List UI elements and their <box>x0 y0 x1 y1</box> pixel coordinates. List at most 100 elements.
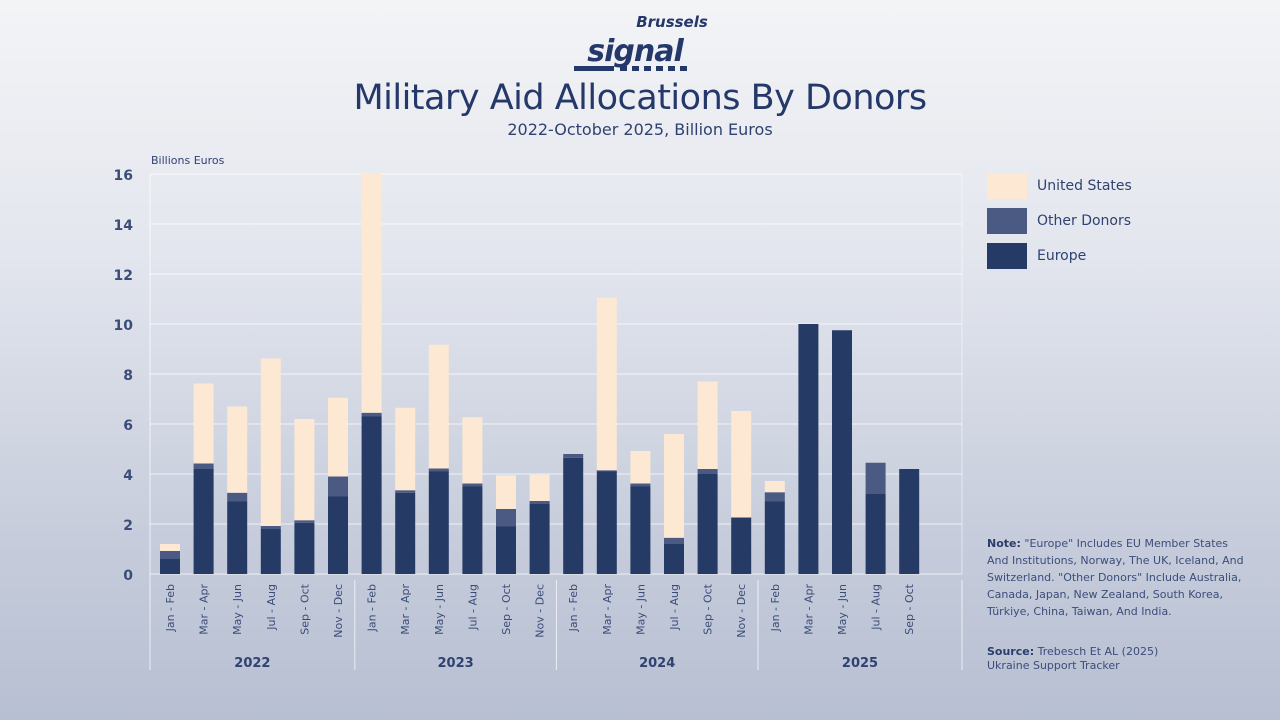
legend-label: United States <box>1037 178 1132 194</box>
legend: United States Other Donors Europe <box>987 173 1132 278</box>
x-tick-label: Sep - Oct <box>298 583 311 634</box>
bar-united-states <box>160 544 180 551</box>
bar-europe <box>328 496 348 574</box>
bar-united-states <box>697 381 718 469</box>
bar-united-states <box>596 297 617 471</box>
bar-united-states <box>731 411 752 518</box>
bar-europe <box>731 517 752 574</box>
y-axis-label: Billions Euros <box>151 154 225 167</box>
bar-other-donors <box>697 469 718 474</box>
x-tick-label: May - Jun <box>231 584 244 635</box>
x-tick-label: May - Jun <box>836 584 849 635</box>
x-tick-label: Jul - Aug <box>870 584 883 631</box>
legend-item-europe: Europe <box>987 243 1132 269</box>
bar-united-states <box>361 172 382 413</box>
bar-europe <box>428 471 449 574</box>
x-tick-label: Jan - Feb <box>769 584 782 632</box>
bar-europe <box>865 494 886 574</box>
brussels-signal-logo: Brussels signal <box>574 13 708 71</box>
bar-europe <box>764 501 785 574</box>
x-tick-label: May - Jun <box>433 584 446 635</box>
x-tick-label: Jan - Feb <box>164 584 177 632</box>
x-tick-label: Jul - Aug <box>265 584 278 631</box>
bar-europe <box>563 457 584 574</box>
bar-united-states <box>428 344 449 469</box>
x-tick-label: Jan - Feb <box>366 584 379 632</box>
bar-other-donors <box>328 476 348 497</box>
y-tick-label: 16 <box>114 168 133 184</box>
bar-europe <box>798 324 819 574</box>
year-label: 2022 <box>234 656 270 671</box>
legend-item-united-states: United States <box>987 173 1132 199</box>
bar-other-donors <box>294 520 315 523</box>
bar-europe <box>361 416 382 574</box>
y-tick-label: 0 <box>123 568 133 584</box>
bar-europe <box>395 492 416 574</box>
y-tick-label: 2 <box>123 518 133 534</box>
source-label: Source: <box>987 645 1035 658</box>
bar-europe <box>496 526 516 574</box>
bar-europe <box>596 471 617 574</box>
bar-europe <box>529 504 550 574</box>
bar-other-donors <box>731 517 752 518</box>
legend-swatch <box>987 173 1027 199</box>
bar-europe <box>294 522 315 574</box>
x-tick-label: Sep - Oct <box>903 583 916 634</box>
bar-other-donors <box>596 470 617 472</box>
legend-item-other-donors: Other Donors <box>987 208 1132 234</box>
bar-other-donors <box>193 463 214 469</box>
x-tick-label: Jan - Feb <box>567 584 580 632</box>
y-tick-label: 6 <box>123 418 133 434</box>
x-tick-label: Mar - Apr <box>198 584 211 635</box>
source-line2: Ukraine Support Tracker <box>987 659 1120 672</box>
y-tick-label: 4 <box>123 468 133 484</box>
bar-united-states <box>260 358 281 526</box>
bar-other-donors <box>529 501 550 504</box>
bar-other-donors <box>496 509 516 527</box>
bar-europe <box>193 469 214 574</box>
x-tick-label: Mar - Apr <box>802 584 815 635</box>
x-tick-label: May - Jun <box>634 584 647 635</box>
legend-label: Europe <box>1037 248 1087 264</box>
legend-swatch <box>987 243 1027 269</box>
legend-swatch <box>987 208 1027 234</box>
bar-other-donors <box>630 483 651 487</box>
bar-other-donors <box>764 492 785 502</box>
x-tick-label: Sep - Oct <box>702 583 715 634</box>
bar-other-donors <box>865 462 886 494</box>
bar-other-donors <box>664 537 684 544</box>
x-tick-label: Mar - Apr <box>399 584 412 635</box>
bar-europe <box>664 544 684 574</box>
bar-united-states <box>496 475 516 509</box>
x-tick-label: Nov - Dec <box>534 584 547 638</box>
bar-united-states <box>462 417 483 484</box>
year-label: 2025 <box>842 656 878 671</box>
bar-other-donors <box>563 454 584 458</box>
bar-united-states <box>227 406 248 493</box>
x-tick-label: Jul - Aug <box>668 584 681 631</box>
x-tick-label: Sep - Oct <box>500 583 513 634</box>
year-label: 2024 <box>639 656 675 671</box>
y-tick-label: 14 <box>114 218 134 234</box>
source: Source: Trebesch Et AL (2025) Ukraine Sup… <box>987 645 1247 673</box>
bar-europe <box>832 330 852 574</box>
bar-other-donors <box>428 468 449 472</box>
bar-europe <box>630 486 651 574</box>
svg-text:Brussels: Brussels <box>636 13 708 31</box>
legend-label: Other Donors <box>1037 213 1132 229</box>
bar-united-states <box>664 434 684 538</box>
bar-other-donors <box>462 483 483 487</box>
stacked-bar-chart: Billions Euros 0 2 4 6 8 10 12 14 16 Jan - Feb Mar… <box>113 154 920 671</box>
chart-title: Military Aid Allocations By Donors <box>353 78 927 118</box>
bar-europe <box>260 529 281 574</box>
y-tick-label: 8 <box>123 368 133 384</box>
bar-europe <box>899 469 920 574</box>
bar-other-donors <box>160 551 180 559</box>
bar-europe <box>462 486 483 574</box>
bar-europe <box>697 474 718 574</box>
bar-united-states <box>630 451 651 484</box>
svg-text:signal: signal <box>587 34 684 69</box>
bar-other-donors <box>260 526 281 529</box>
bar-other-donors <box>395 490 416 493</box>
bar-united-states <box>294 419 315 521</box>
